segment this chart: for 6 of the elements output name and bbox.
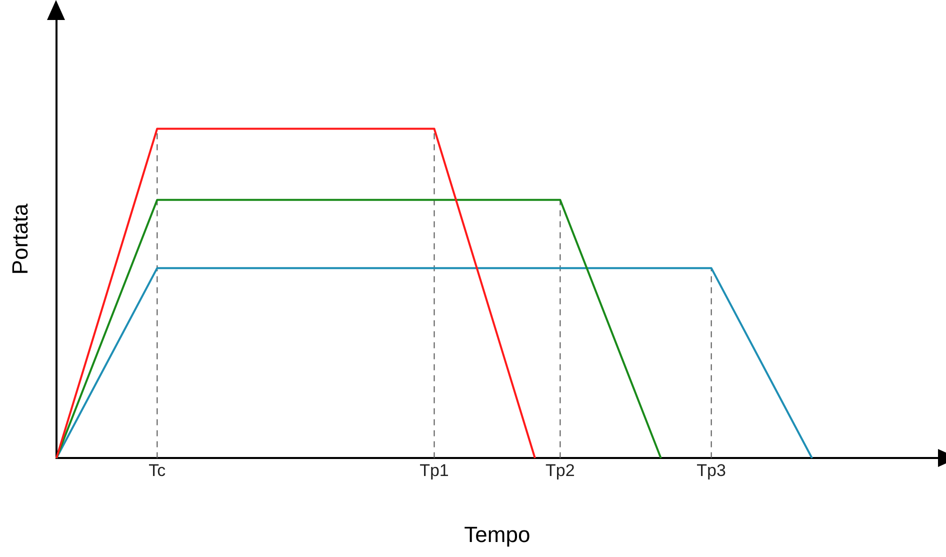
x-tick-label: Tp3	[696, 461, 726, 480]
x-tick-label: Tp2	[546, 461, 575, 480]
y-axis-title: Portata	[7, 202, 32, 275]
x-tick-label: Tc	[148, 461, 166, 480]
x-tick-label: Tp1	[420, 461, 449, 480]
x-axis-title: Tempo	[464, 522, 530, 547]
